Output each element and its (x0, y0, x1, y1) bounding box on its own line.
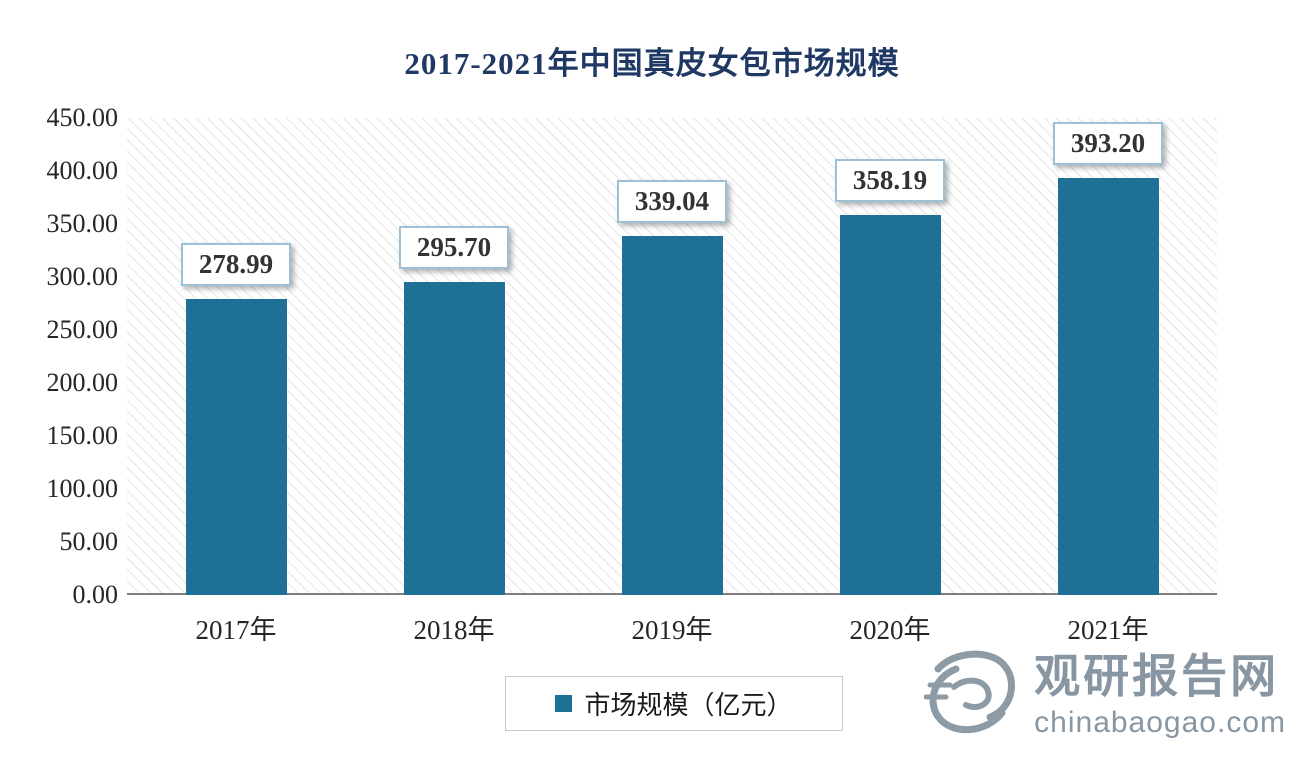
x-axis-label: 2020年 (849, 615, 931, 645)
bar-slot: 393.20 (999, 118, 1217, 595)
y-tick-label: 400.00 (46, 156, 119, 185)
y-tick-label: 350.00 (46, 209, 119, 238)
y-tick-label: 100.00 (46, 474, 119, 503)
legend-label: 市场规模（亿元） (584, 691, 793, 720)
legend: 市场规模（亿元） (505, 676, 843, 731)
bar-value-label: 278.99 (180, 243, 292, 287)
bar-value-label: 295.70 (398, 225, 510, 269)
y-tick-label: 450.00 (46, 103, 119, 132)
bar-2018年 (403, 281, 505, 595)
bars-row: 278.99 295.70 339.04 358.19 393.20 (127, 118, 1217, 595)
y-tick-label: 300.00 (46, 262, 119, 292)
x-axis-label: 2017年 (195, 615, 277, 645)
y-axis: 0.00 50.00 100.00 150.00 200.00 250.00 300.00 3… (0, 103, 119, 609)
y-tick-label: 50.00 (59, 527, 119, 556)
x-axis-label: 2019年 (631, 615, 713, 645)
bar-value-label: 339.04 (616, 179, 728, 223)
y-tick-label: 0.00 (72, 580, 119, 609)
bar-2019年 (621, 235, 723, 595)
y-tick-label: 150.00 (46, 421, 119, 451)
x-axis-label: 2018年 (413, 615, 495, 645)
watermark-text: 观研报告网 chinabaogao.com (1034, 650, 1286, 740)
bar-slot: 295.70 (345, 118, 563, 595)
bar-value-label: 393.20 (1052, 122, 1164, 166)
bar-slot: 358.19 (781, 118, 999, 595)
y-tick-label: 250.00 (46, 315, 119, 344)
bar-2020年 (839, 215, 941, 595)
watermark-logo-icon (923, 647, 1020, 744)
legend-swatch-icon (555, 695, 573, 712)
bar-2017年 (185, 299, 287, 595)
chart-title: 2017-2021年中国真皮女包市场规模 (404, 46, 900, 81)
watermark-name: 观研报告网 (1034, 650, 1280, 702)
bar-2021年 (1057, 178, 1159, 595)
bar-slot: 339.04 (563, 118, 781, 595)
x-axis: 2017年 2018年 2019年 2020年 2021年 (127, 608, 1217, 647)
bar-slot: 278.99 (127, 118, 345, 595)
watermark-domain: chinabaogao.com (1034, 706, 1286, 740)
x-axis-label: 2021年 (1067, 615, 1149, 645)
y-tick-label: 200.00 (46, 368, 119, 397)
watermark: 观研报告网 chinabaogao.com (923, 647, 1286, 744)
bar-value-label: 358.19 (834, 159, 946, 203)
